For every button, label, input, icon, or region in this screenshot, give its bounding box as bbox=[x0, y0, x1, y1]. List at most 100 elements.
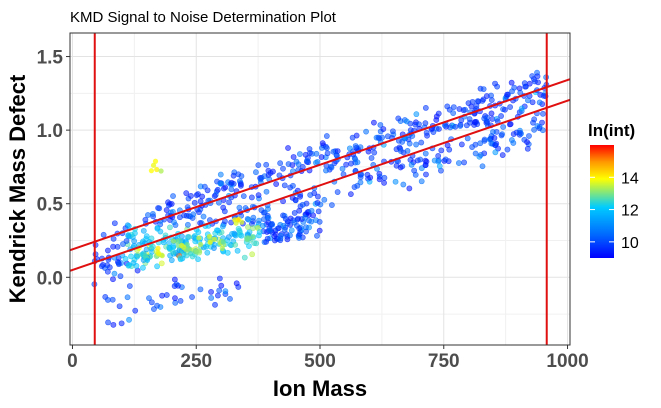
data-point bbox=[131, 238, 138, 244]
data-point bbox=[438, 147, 445, 154]
data-point bbox=[507, 104, 513, 110]
data-point bbox=[492, 142, 499, 149]
data-point bbox=[321, 196, 328, 203]
data-point bbox=[189, 294, 195, 300]
data-point bbox=[458, 141, 465, 148]
data-point bbox=[498, 113, 504, 119]
data-point bbox=[105, 297, 111, 303]
data-point bbox=[354, 182, 361, 189]
data-point bbox=[240, 193, 247, 200]
data-point bbox=[530, 119, 536, 126]
data-point-high-intensity bbox=[219, 245, 225, 251]
data-point bbox=[259, 222, 266, 229]
data-point bbox=[263, 161, 270, 168]
data-point bbox=[256, 217, 262, 224]
data-point bbox=[539, 119, 545, 126]
data-point bbox=[518, 105, 525, 112]
data-point bbox=[423, 158, 430, 165]
data-point bbox=[211, 245, 217, 251]
data-point bbox=[171, 276, 178, 283]
data-point bbox=[118, 320, 125, 327]
color-legend: ln(int) 10 12 14 bbox=[588, 121, 639, 258]
data-point bbox=[146, 295, 152, 302]
data-point bbox=[171, 219, 177, 226]
data-point bbox=[128, 253, 134, 260]
data-point bbox=[477, 140, 484, 147]
data-point-high-intensity bbox=[152, 158, 159, 164]
data-point bbox=[371, 119, 377, 126]
data-point-high-intensity bbox=[186, 246, 192, 252]
data-point bbox=[110, 321, 117, 328]
data-point bbox=[98, 263, 105, 270]
data-point bbox=[290, 154, 297, 160]
data-point bbox=[208, 289, 214, 295]
data-point bbox=[395, 115, 402, 122]
data-point bbox=[297, 193, 303, 200]
line-upper-limit bbox=[70, 78, 570, 252]
data-point bbox=[157, 228, 164, 235]
data-point bbox=[255, 192, 262, 199]
data-point bbox=[122, 255, 129, 262]
data-point bbox=[219, 223, 226, 230]
data-point bbox=[457, 123, 464, 129]
data-point bbox=[208, 295, 215, 301]
data-point bbox=[363, 128, 369, 135]
data-point-high-intensity bbox=[154, 166, 160, 173]
data-point bbox=[316, 218, 323, 225]
data-point bbox=[228, 186, 235, 193]
data-point bbox=[117, 273, 124, 280]
data-point bbox=[400, 181, 407, 188]
chart-title: KMD Signal to Noise Determination Plot bbox=[70, 9, 337, 26]
data-point bbox=[418, 178, 425, 185]
data-point bbox=[499, 152, 506, 158]
data-point bbox=[204, 249, 211, 256]
data-point bbox=[384, 133, 391, 140]
data-point bbox=[230, 172, 237, 179]
data-point bbox=[235, 171, 242, 178]
data-point bbox=[483, 93, 490, 99]
data-point bbox=[177, 256, 184, 263]
data-point bbox=[284, 236, 291, 243]
data-point bbox=[288, 227, 295, 234]
data-point bbox=[534, 73, 541, 80]
data-point bbox=[255, 162, 262, 169]
legend-tick-label: 10 bbox=[621, 235, 639, 252]
data-point bbox=[329, 202, 335, 208]
data-point-high-intensity bbox=[239, 219, 245, 225]
data-point bbox=[307, 192, 314, 198]
data-point bbox=[296, 225, 303, 232]
data-point-high-intensity bbox=[207, 239, 213, 245]
y-tick-label: 1.5 bbox=[37, 48, 64, 69]
data-point bbox=[450, 104, 457, 110]
data-point bbox=[109, 296, 116, 303]
data-point bbox=[314, 232, 320, 239]
data-point bbox=[491, 135, 498, 141]
reference-lines bbox=[70, 33, 570, 345]
data-point bbox=[403, 118, 410, 125]
data-point bbox=[159, 292, 165, 299]
data-point bbox=[265, 172, 272, 178]
data-point bbox=[498, 132, 505, 139]
data-point bbox=[308, 207, 315, 214]
data-point bbox=[469, 144, 475, 150]
data-point bbox=[319, 140, 326, 147]
data-point bbox=[376, 176, 383, 183]
data-point bbox=[492, 80, 498, 87]
data-point bbox=[233, 280, 240, 287]
data-point-high-intensity bbox=[220, 239, 226, 245]
data-point bbox=[218, 282, 225, 289]
data-point-high-intensity bbox=[233, 220, 239, 226]
data-point bbox=[265, 206, 271, 212]
data-point bbox=[227, 295, 233, 302]
data-point bbox=[285, 145, 291, 151]
data-point bbox=[525, 97, 531, 104]
data-point bbox=[328, 164, 335, 171]
data-point bbox=[349, 134, 356, 141]
data-point-high-intensity bbox=[155, 249, 161, 256]
data-point bbox=[504, 146, 511, 153]
data-point bbox=[343, 161, 350, 168]
data-point bbox=[526, 80, 533, 87]
x-axis-ticks: 0 250 500 750 1000 bbox=[67, 345, 589, 372]
data-point bbox=[248, 194, 255, 201]
data-point bbox=[299, 164, 306, 170]
